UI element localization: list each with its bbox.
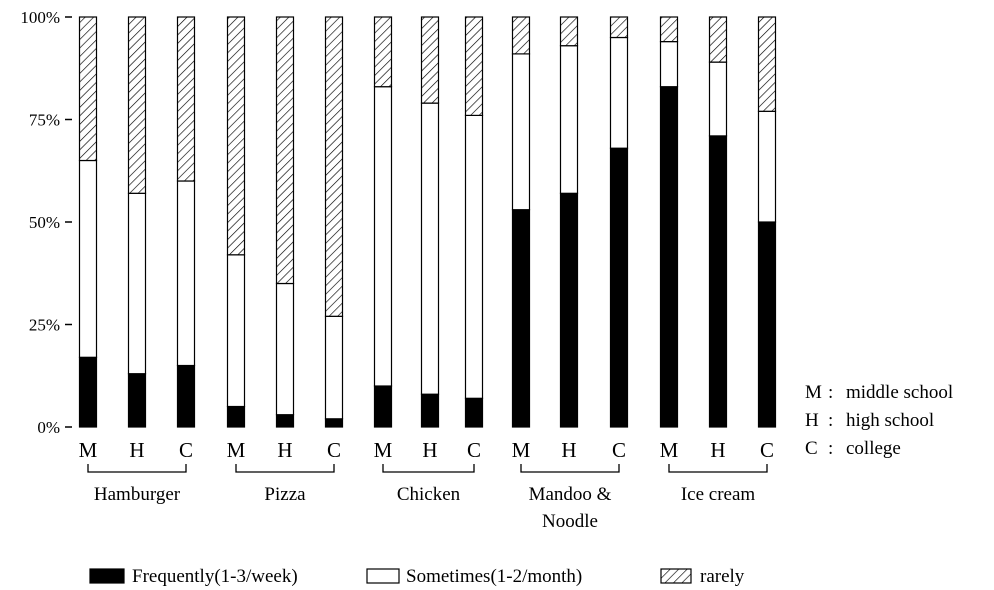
group-bracket (87, 464, 187, 473)
bar-segment-rarely (324, 16, 344, 317)
y-tick-label: 25% (29, 316, 60, 335)
x-axis: M H C M H C M H C M H C M H C Hamburger Pizza Chicken Mand… (79, 438, 774, 532)
legend-swatch-frequently (89, 568, 125, 584)
x-category-label: M (374, 438, 393, 462)
x-category-label: M (227, 438, 246, 462)
y-tick-label: 50% (29, 213, 60, 232)
bar-segment-frequently (226, 405, 246, 428)
key-meaning: middle school (846, 382, 953, 403)
key-colon: : (828, 410, 833, 431)
key-meaning: college (846, 438, 901, 459)
y-axis: 0% 25% 50% 75% 100% (20, 8, 72, 437)
bar-segment-sometimes (176, 180, 196, 367)
legend-label: Frequently(1-3/week) (132, 566, 298, 587)
group-label: Chicken (397, 484, 461, 505)
category-key: M: middle school H: high school C: college (805, 382, 953, 459)
key-meaning: high school (846, 410, 934, 431)
legend: Frequently(1-3/week) Sometimes(1-2/month)… (89, 566, 745, 587)
bar-segment-sometimes (127, 192, 147, 375)
bar-segment-sometimes (757, 110, 777, 223)
bar-segment-rarely (176, 16, 196, 182)
bar-segment-rarely (127, 16, 147, 194)
bar-segment-sometimes (324, 315, 344, 420)
bar-segment-rarely (511, 16, 531, 55)
x-category-label: C (467, 438, 481, 462)
legend-label: rarely (700, 566, 745, 587)
key-colon: : (828, 438, 833, 459)
group-bracket (668, 464, 768, 473)
group-bracket (235, 464, 335, 473)
legend-swatch-sometimes (366, 568, 400, 584)
bar-segment-rarely (659, 16, 679, 43)
bar-segment-sometimes (226, 254, 246, 408)
legend-label: Sometimes(1-2/month) (406, 566, 582, 587)
legend-swatch-rarely (660, 568, 692, 584)
x-category-label: M (660, 438, 679, 462)
x-category-label: H (422, 438, 437, 462)
bar-segment-sometimes (275, 282, 295, 416)
bar-segment-sometimes (559, 45, 579, 194)
x-category-label: C (179, 438, 193, 462)
bar-segment-rarely (559, 16, 579, 47)
y-tick-label: 100% (20, 8, 60, 27)
bar-segment-sometimes (609, 36, 629, 149)
x-category-label: M (512, 438, 531, 462)
bar-segment-sometimes (708, 61, 728, 137)
bar-segment-frequently (127, 373, 147, 428)
bar-segment-frequently (324, 418, 344, 428)
group-bracket (520, 464, 620, 473)
x-category-label: H (710, 438, 725, 462)
x-category-label: C (760, 438, 774, 462)
bar-segment-rarely (226, 16, 246, 256)
group-label: Ice cream (681, 484, 756, 505)
bar-segment-sometimes (464, 114, 484, 399)
x-category-label: H (561, 438, 576, 462)
bar-segment-frequently (609, 147, 629, 428)
x-category-label: H (277, 438, 292, 462)
bars (78, 16, 777, 428)
bar-segment-frequently (78, 356, 98, 428)
bar-segment-frequently (176, 364, 196, 428)
x-category-label: C (327, 438, 341, 462)
bar-segment-sometimes (511, 53, 531, 211)
group-label: Pizza (264, 484, 306, 505)
x-category-label: H (129, 438, 144, 462)
key-letter: H (805, 410, 819, 431)
group-label: Hamburger (94, 484, 181, 505)
bar-segment-frequently (708, 135, 728, 428)
bar-segment-frequently (559, 192, 579, 428)
bar-segment-frequently (659, 86, 679, 428)
bar-segment-rarely (78, 16, 98, 162)
bar-segment-rarely (275, 16, 295, 285)
x-category-label: C (612, 438, 626, 462)
y-tick-label: 75% (29, 111, 60, 130)
key-letter: C (805, 438, 818, 459)
bar-segment-sometimes (78, 159, 98, 358)
bar-segment-frequently (464, 397, 484, 428)
bar-segment-frequently (373, 385, 393, 428)
bar-segment-rarely (420, 16, 440, 104)
bar-segment-frequently (420, 393, 440, 428)
y-tick-label: 0% (37, 418, 60, 437)
bar-segment-frequently (275, 414, 295, 428)
bar-segment-rarely (373, 16, 393, 88)
bar-segment-sometimes (659, 40, 679, 88)
group-label: Noodle (542, 511, 598, 532)
bar-segment-rarely (464, 16, 484, 117)
group-bracket (382, 464, 475, 473)
x-category-label: M (79, 438, 98, 462)
key-colon: : (828, 382, 833, 403)
bar-segment-frequently (757, 221, 777, 428)
bar-segment-frequently (511, 209, 531, 428)
key-letter: M (805, 382, 822, 403)
bar-segment-rarely (708, 16, 728, 63)
group-label: Mandoo & (529, 484, 612, 505)
bar-segment-rarely (609, 16, 629, 39)
bar-segment-sometimes (373, 86, 393, 387)
bar-segment-rarely (757, 16, 777, 112)
bar-segment-sometimes (420, 102, 440, 395)
